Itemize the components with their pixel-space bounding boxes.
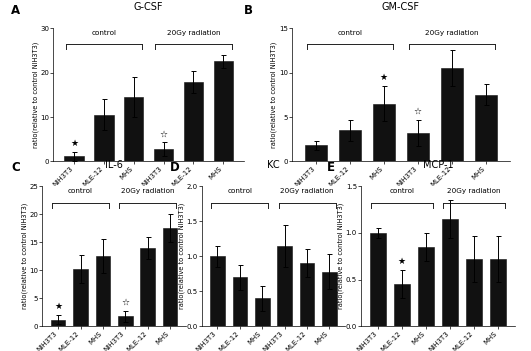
Title: KC: KC (267, 160, 280, 170)
Bar (373, 104, 395, 161)
Text: control: control (337, 30, 362, 36)
Bar (51, 320, 65, 326)
Text: control: control (389, 188, 415, 194)
Bar (94, 115, 114, 161)
Title: GM-CSF: GM-CSF (382, 2, 420, 12)
Y-axis label: ratio(relative to control NIH3T3): ratio(relative to control NIH3T3) (32, 41, 39, 148)
Bar (277, 246, 292, 326)
Text: ☆: ☆ (159, 129, 168, 138)
Bar (394, 284, 410, 326)
Bar (233, 277, 247, 326)
Text: 20Gy radiation: 20Gy radiation (167, 30, 220, 36)
Bar (370, 233, 386, 326)
Bar (300, 263, 314, 326)
Bar (210, 256, 225, 326)
Y-axis label: ratio(relative to control NIH3T3): ratio(relative to control NIH3T3) (271, 41, 278, 148)
Text: E: E (327, 161, 335, 174)
Bar (73, 269, 88, 326)
Text: control: control (68, 188, 93, 194)
Text: control: control (91, 30, 116, 36)
Text: C: C (11, 161, 20, 174)
Text: ★: ★ (54, 302, 62, 311)
Text: B: B (244, 4, 253, 17)
Bar (213, 61, 233, 161)
Text: ☆: ☆ (414, 107, 422, 116)
Y-axis label: ratio(relative to control NIH3T3): ratio(relative to control NIH3T3) (178, 203, 185, 310)
Bar (118, 316, 133, 326)
Bar (418, 247, 434, 326)
Y-axis label: ratio(relative to control NIH3T3): ratio(relative to control NIH3T3) (338, 203, 344, 310)
Y-axis label: ratio(relative to control NIH3T3): ratio(relative to control NIH3T3) (21, 203, 28, 310)
Text: 20Gy radiation: 20Gy radiation (280, 188, 334, 194)
Text: 20Gy radiation: 20Gy radiation (425, 30, 478, 36)
Bar (441, 68, 463, 161)
Bar (64, 156, 84, 161)
Bar (124, 97, 143, 161)
Bar (322, 272, 337, 326)
Text: D: D (170, 161, 180, 174)
Title: IL-6: IL-6 (105, 160, 123, 170)
Text: A: A (11, 4, 20, 17)
Bar (141, 248, 155, 326)
Bar (339, 130, 361, 161)
Text: 20Gy radiation: 20Gy radiation (448, 188, 501, 194)
Bar (184, 82, 203, 161)
Bar (96, 256, 110, 326)
Bar (491, 259, 506, 326)
Bar (466, 259, 482, 326)
Text: control: control (227, 188, 252, 194)
Bar (255, 298, 270, 326)
Bar (407, 133, 429, 161)
Bar (305, 145, 327, 161)
Title: G-CSF: G-CSF (134, 2, 164, 12)
Text: 20Gy radiation: 20Gy radiation (121, 188, 175, 194)
Text: ☆: ☆ (121, 298, 130, 306)
Text: ★: ★ (70, 139, 78, 148)
Title: MCP-1: MCP-1 (423, 160, 453, 170)
Bar (475, 95, 497, 161)
Bar (163, 228, 177, 326)
Bar (442, 219, 458, 326)
Text: ★: ★ (380, 73, 388, 82)
Bar (154, 149, 173, 161)
Text: ★: ★ (398, 257, 406, 266)
